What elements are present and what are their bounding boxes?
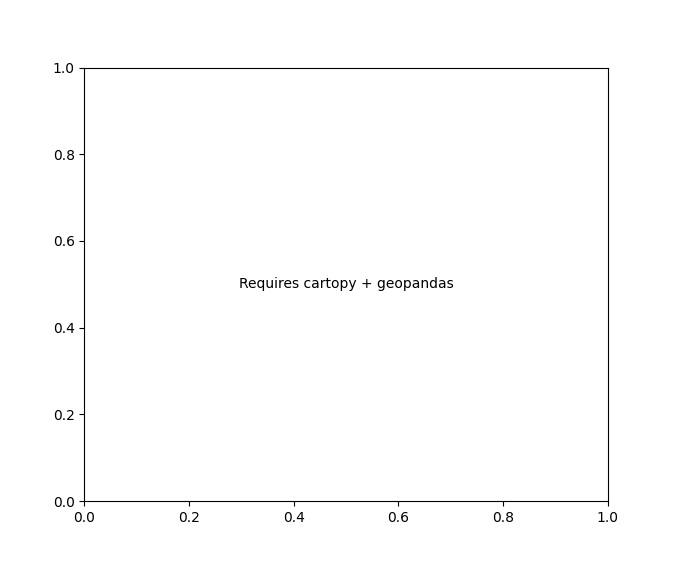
Text: Requires cartopy + geopandas: Requires cartopy + geopandas — [238, 278, 454, 291]
